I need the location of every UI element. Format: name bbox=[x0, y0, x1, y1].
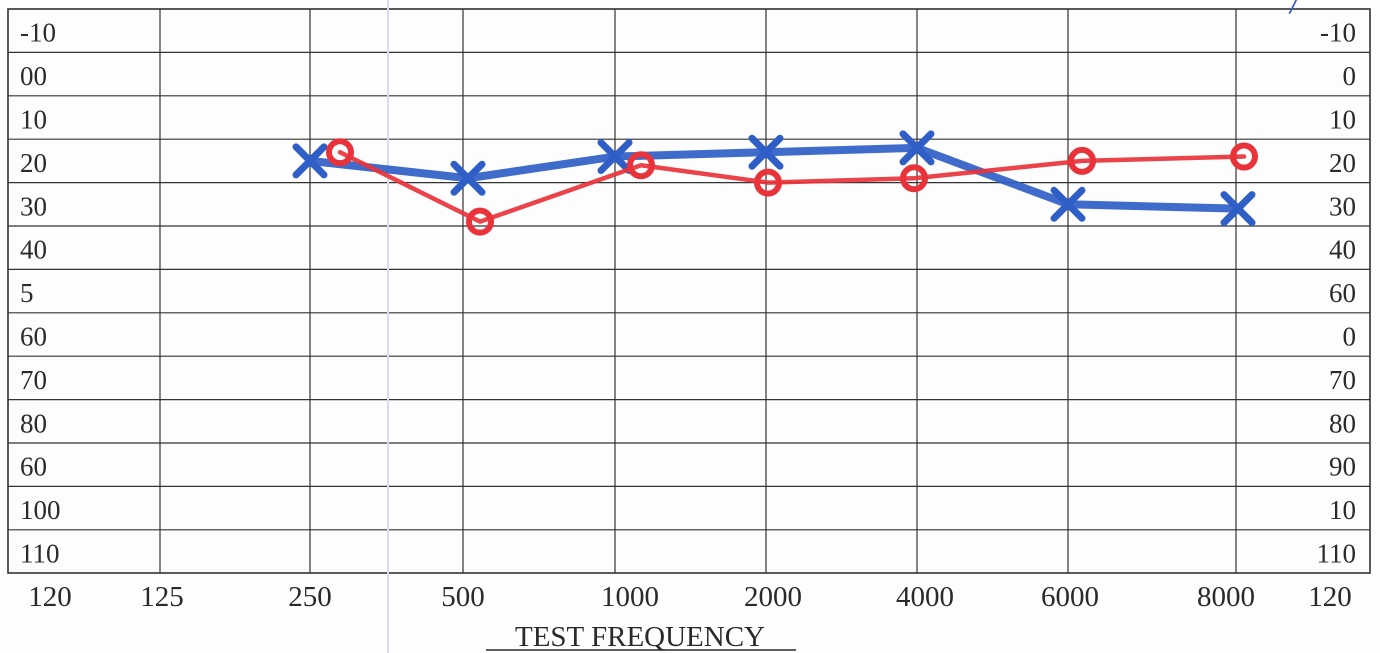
x-tick-label: 500 bbox=[441, 581, 485, 613]
left-tick-label: 70 bbox=[20, 365, 47, 395]
x-marker bbox=[1220, 191, 1256, 227]
left-tick-label: 30 bbox=[20, 191, 47, 221]
o-marker bbox=[1068, 146, 1096, 175]
left-tick-label: 80 bbox=[20, 408, 47, 438]
right-tick-label: 30 bbox=[1329, 191, 1356, 221]
x-marker bbox=[748, 134, 784, 170]
x-tick-label: 4000 bbox=[896, 581, 954, 613]
x-marker bbox=[899, 130, 935, 166]
right-tick-label: 20 bbox=[1329, 148, 1356, 178]
left-tick-label: 60 bbox=[20, 322, 47, 352]
left-tick-label: 5 bbox=[20, 278, 34, 308]
right-tick-label: 90 bbox=[1329, 452, 1356, 482]
right-ear-line bbox=[337, 149, 1247, 224]
header-handwriting: / bbox=[1288, 0, 1300, 18]
plot-frame bbox=[7, 8, 1371, 574]
right-tick-label: 70 bbox=[1329, 365, 1356, 395]
o-marker bbox=[1230, 142, 1258, 171]
left-tick-label: 00 bbox=[20, 61, 47, 91]
grid-lines bbox=[8, 0, 1370, 653]
o-marker bbox=[754, 168, 782, 197]
x-marker bbox=[450, 160, 486, 196]
left-tick-label: 110 bbox=[20, 539, 60, 569]
x-axis-title: TEST FREQUENCY bbox=[515, 621, 765, 653]
right-tick-label: 40 bbox=[1329, 235, 1356, 265]
left-tick-label: 40 bbox=[20, 235, 47, 265]
right-tick-label: -10 bbox=[1320, 18, 1356, 48]
left-tick-label: 20 bbox=[20, 148, 47, 178]
x-marker bbox=[1050, 186, 1086, 222]
x-tick-label: 6000 bbox=[1041, 581, 1099, 613]
right-tick-label: 10 bbox=[1329, 495, 1356, 525]
x-marker bbox=[292, 143, 328, 179]
right-tick-label: 110 bbox=[1317, 539, 1357, 569]
o-marker bbox=[627, 151, 655, 180]
left-tick-label: 60 bbox=[20, 452, 47, 482]
left-tick-label: 100 bbox=[20, 495, 61, 525]
right-axis-labels: -10 0 10 20 30 40 60 0 70 80 90 10 110 bbox=[1317, 18, 1357, 569]
right-tick-label: 80 bbox=[1329, 408, 1356, 438]
o-marker bbox=[466, 207, 494, 236]
right-tick-label: 0 bbox=[1343, 322, 1357, 352]
x-tick-label: 1000 bbox=[601, 581, 659, 613]
right-tick-label: 60 bbox=[1329, 278, 1356, 308]
x-axis-labels: 120 125 250 500 1000 2000 4000 6000 8000 120 bbox=[28, 581, 1352, 613]
o-marker bbox=[326, 138, 354, 167]
series-layer bbox=[292, 130, 1258, 236]
x-tick-label: 120 bbox=[28, 581, 72, 613]
x-tick-label: 8000 bbox=[1197, 581, 1255, 613]
x-tick-label: 125 bbox=[140, 581, 184, 613]
left-tick-label: -10 bbox=[20, 18, 56, 48]
x-tick-label: 250 bbox=[288, 581, 332, 613]
right-tick-label: 10 bbox=[1329, 105, 1356, 135]
right-tick-label: 0 bbox=[1343, 61, 1357, 91]
o-marker bbox=[900, 164, 928, 193]
x-tick-label: 120 bbox=[1308, 581, 1352, 613]
left-axis-labels: -10 00 10 20 30 40 5 60 70 80 60 100 110 bbox=[20, 18, 61, 569]
x-tick-label: 2000 bbox=[744, 581, 802, 613]
left-tick-label: 10 bbox=[20, 105, 47, 135]
x-marker bbox=[597, 139, 633, 175]
